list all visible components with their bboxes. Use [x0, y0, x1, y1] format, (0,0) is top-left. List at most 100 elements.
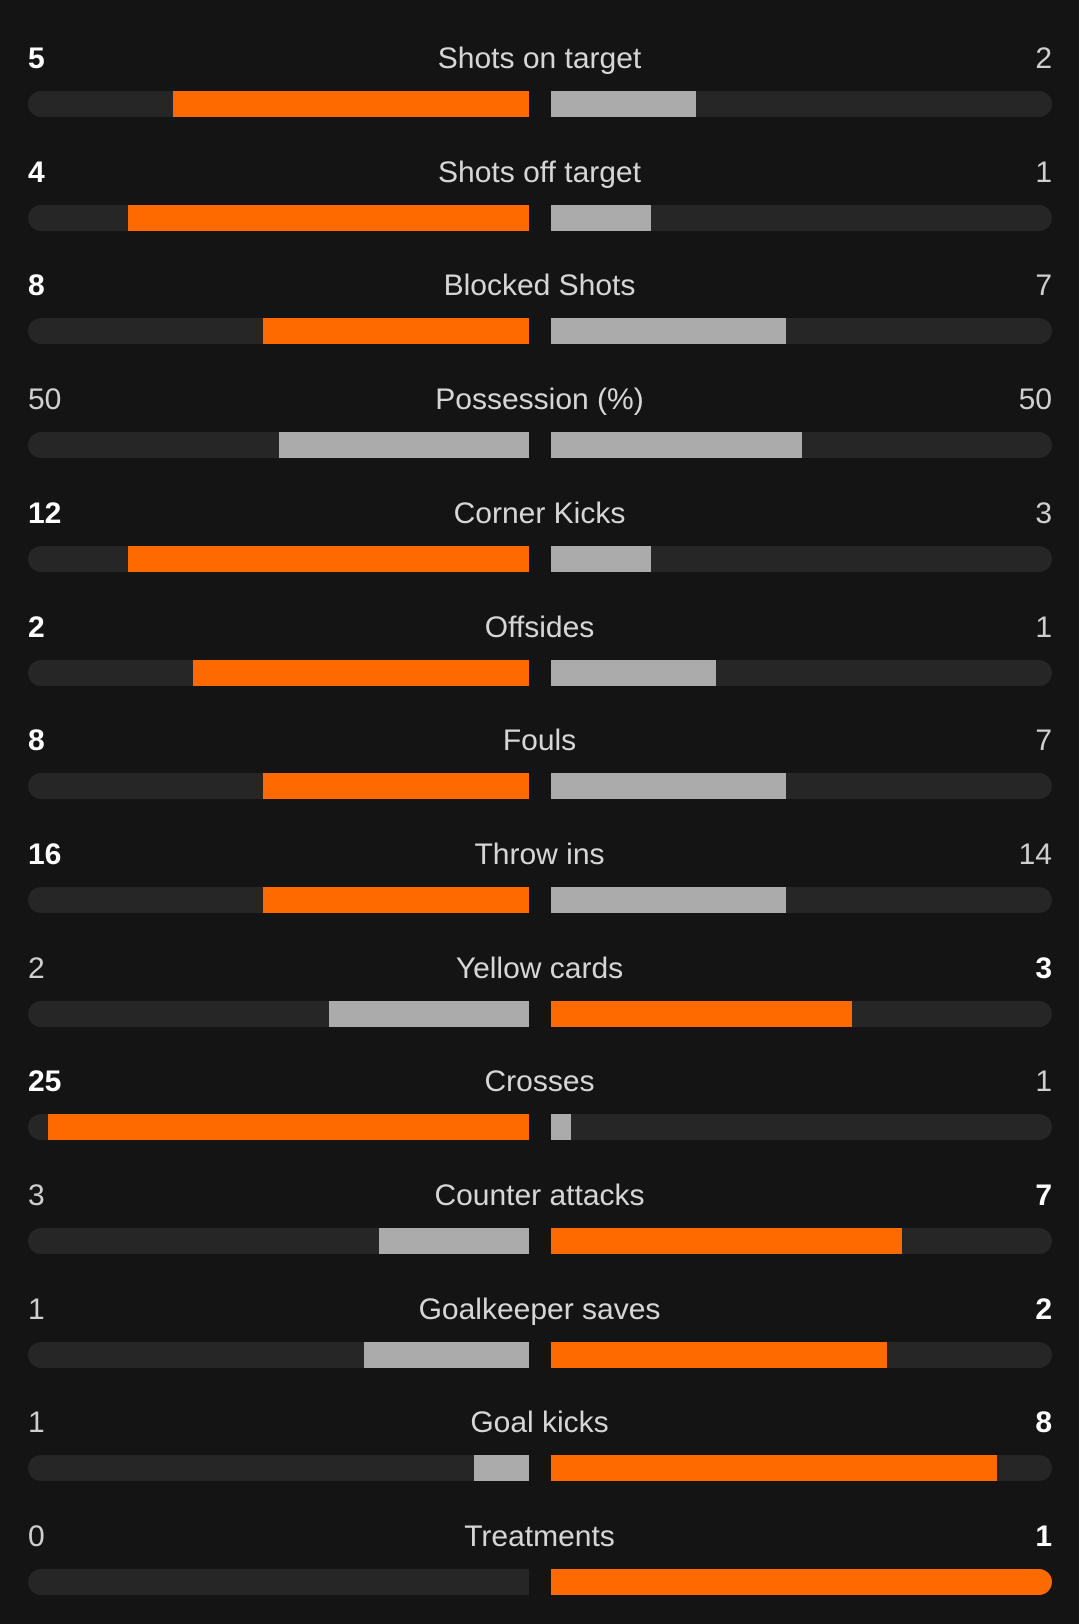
stat-row: 2 Yellow cards 3: [0, 925, 1079, 1039]
away-bar-fill: [551, 1455, 997, 1482]
stat-row: 1 Goal kicks 8: [0, 1379, 1079, 1493]
away-bar-fill: [551, 1228, 902, 1254]
stat-label: Fouls: [502, 724, 577, 758]
away-bar-fill: [551, 545, 652, 572]
stat-row: 8 Blocked Shots 7: [0, 242, 1079, 356]
away-bar-track: [551, 1228, 1052, 1254]
home-bar-fill: [173, 91, 529, 117]
away-bar-fill: [551, 1341, 887, 1368]
home-value: 3: [28, 1179, 45, 1212]
stat-label: Shots off target: [438, 155, 641, 189]
away-bar-fill: [551, 204, 652, 231]
stat-row: 3 Counter attacks 7: [0, 1152, 1079, 1266]
away-bar-track: [551, 91, 1052, 117]
home-value: 0: [28, 1520, 45, 1554]
stat-label: Throw ins: [474, 837, 605, 871]
away-bar-track: [551, 773, 1052, 800]
away-bar-fill: [551, 1114, 572, 1141]
home-bar-fill: [263, 773, 529, 800]
stat-row: 1 Goalkeeper saves 2: [0, 1266, 1079, 1380]
away-value: 1: [1035, 1065, 1052, 1099]
home-value: 25: [28, 1065, 62, 1099]
home-value: 1: [28, 1406, 45, 1440]
away-bar-track: [551, 1000, 1052, 1027]
stat-row: 50 Possession (%) 50: [0, 356, 1079, 470]
home-bar-track: [28, 91, 529, 117]
home-value: 16: [28, 837, 62, 871]
away-bar-fill: [551, 1569, 1052, 1596]
stat-label: Yellow cards: [455, 951, 624, 985]
stat-label: Blocked Shots: [443, 269, 636, 303]
stat-label: Treatments: [464, 1520, 615, 1554]
away-bar-track: [551, 432, 1052, 459]
away-value: 50: [1018, 383, 1052, 417]
home-value: 50: [28, 383, 62, 417]
home-bar-track: [28, 545, 529, 572]
away-value: 1: [1035, 1520, 1052, 1554]
home-bar-fill: [193, 659, 529, 686]
away-bar-track: [551, 318, 1052, 345]
away-bar-track: [551, 886, 1052, 913]
stat-label: Corner Kicks: [453, 496, 626, 530]
away-value: 7: [1035, 269, 1052, 303]
stat-row: 0 Treatments 1: [0, 1493, 1079, 1607]
home-bar-fill: [363, 1341, 529, 1368]
stat-label: Goalkeeper saves: [418, 1292, 661, 1326]
home-bar-track: [28, 432, 529, 459]
stat-row: 5 Shots on target 2: [0, 15, 1079, 129]
away-value: 2: [1035, 1292, 1052, 1326]
away-bar-fill: [551, 91, 697, 117]
away-bar-track: [551, 545, 1052, 572]
home-bar-track: [28, 1569, 529, 1596]
stat-row: 25 Crosses 1: [0, 1038, 1079, 1152]
home-bar-fill: [328, 1000, 529, 1027]
stat-label: Goal kicks: [470, 1406, 609, 1440]
stat-row: 8 Fouls 7: [0, 697, 1079, 811]
home-value: 1: [28, 1292, 45, 1326]
home-bar-track: [28, 1000, 529, 1027]
home-value: 8: [28, 269, 45, 303]
away-value: 1: [1035, 610, 1052, 644]
home-bar-fill: [473, 1455, 529, 1482]
home-bar-fill: [378, 1228, 529, 1254]
stat-row: 4 Shots off target 1: [0, 129, 1079, 243]
away-bar-track: [551, 1569, 1052, 1596]
away-bar-track: [551, 1114, 1052, 1141]
home-bar-fill: [278, 432, 529, 459]
stat-label: Crosses: [484, 1065, 595, 1099]
away-bar-fill: [551, 432, 802, 459]
away-bar-track: [551, 659, 1052, 686]
home-value: 2: [28, 610, 45, 644]
home-bar-track: [28, 659, 529, 686]
home-bar-track: [28, 1114, 529, 1141]
stat-label: Counter attacks: [434, 1179, 645, 1212]
home-value: 2: [28, 951, 45, 985]
away-value: 7: [1035, 724, 1052, 758]
away-value: 3: [1035, 951, 1052, 985]
stat-label: Shots on target: [437, 42, 642, 75]
away-bar-fill: [551, 773, 787, 800]
away-bar-track: [551, 1341, 1052, 1368]
away-value: 8: [1035, 1406, 1052, 1440]
home-bar-track: [28, 1455, 529, 1482]
away-value: 1: [1035, 155, 1052, 189]
home-bar-fill: [48, 1114, 529, 1141]
home-bar-track: [28, 773, 529, 800]
home-value: 4: [28, 155, 45, 189]
home-bar-fill: [263, 886, 529, 913]
away-bar-fill: [551, 318, 787, 345]
home-bar-fill: [128, 204, 529, 231]
away-value: 3: [1035, 496, 1052, 530]
home-value: 12: [28, 496, 62, 530]
away-value: 14: [1018, 837, 1052, 871]
stat-label: Offsides: [484, 610, 595, 644]
away-bar-fill: [551, 1000, 852, 1027]
stat-row: 12 Corner Kicks 3: [0, 470, 1079, 584]
home-value: 5: [28, 42, 45, 75]
home-bar-fill: [263, 318, 529, 345]
home-bar-track: [28, 886, 529, 913]
stat-label: Possession (%): [435, 383, 644, 417]
away-bar-track: [551, 1455, 1052, 1482]
home-bar-fill: [128, 545, 529, 572]
